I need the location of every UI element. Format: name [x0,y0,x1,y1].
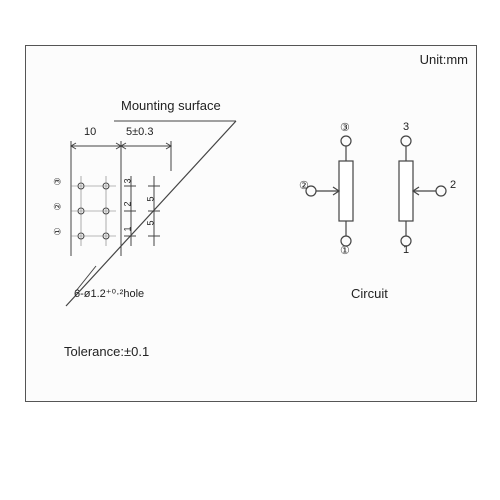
unit-label: Unit:mm [420,52,468,67]
tolerance-label: Tolerance:±0.1 [64,344,149,359]
dim-v1: 1 [123,226,133,231]
dim-v3: 3 [123,178,133,183]
circuit-label: Circuit [351,286,388,301]
circ-left-3: ③ [340,121,350,134]
dim-10: 10 [84,126,96,138]
mechanical-drawing [26,46,286,346]
circuit-diagram [281,106,471,366]
pin-label-3: ③ [53,177,64,185]
dim-5pm: 5±0.3 [126,126,153,138]
circ-right-3: 3 [403,121,409,133]
hole-note: 6-ø1.2⁺⁰·²hole [74,287,144,300]
circ-right-1: 1 [403,244,409,256]
circ-right-2: 2 [450,179,456,191]
circ-left-1: ① [340,244,350,257]
dim-v5a: 5 [146,196,156,201]
dim-v2: 2 [123,201,133,206]
dim-v5b: 5 [146,220,156,225]
drawing-frame: Unit:mm Mounting surface [25,45,477,402]
circ-left-2: ② [299,179,309,192]
pin-label-1: ① [53,227,64,235]
pin-label-2: ② [53,202,64,210]
